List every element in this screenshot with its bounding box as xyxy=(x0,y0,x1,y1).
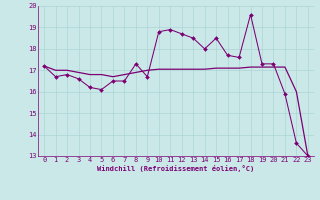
X-axis label: Windchill (Refroidissement éolien,°C): Windchill (Refroidissement éolien,°C) xyxy=(97,165,255,172)
